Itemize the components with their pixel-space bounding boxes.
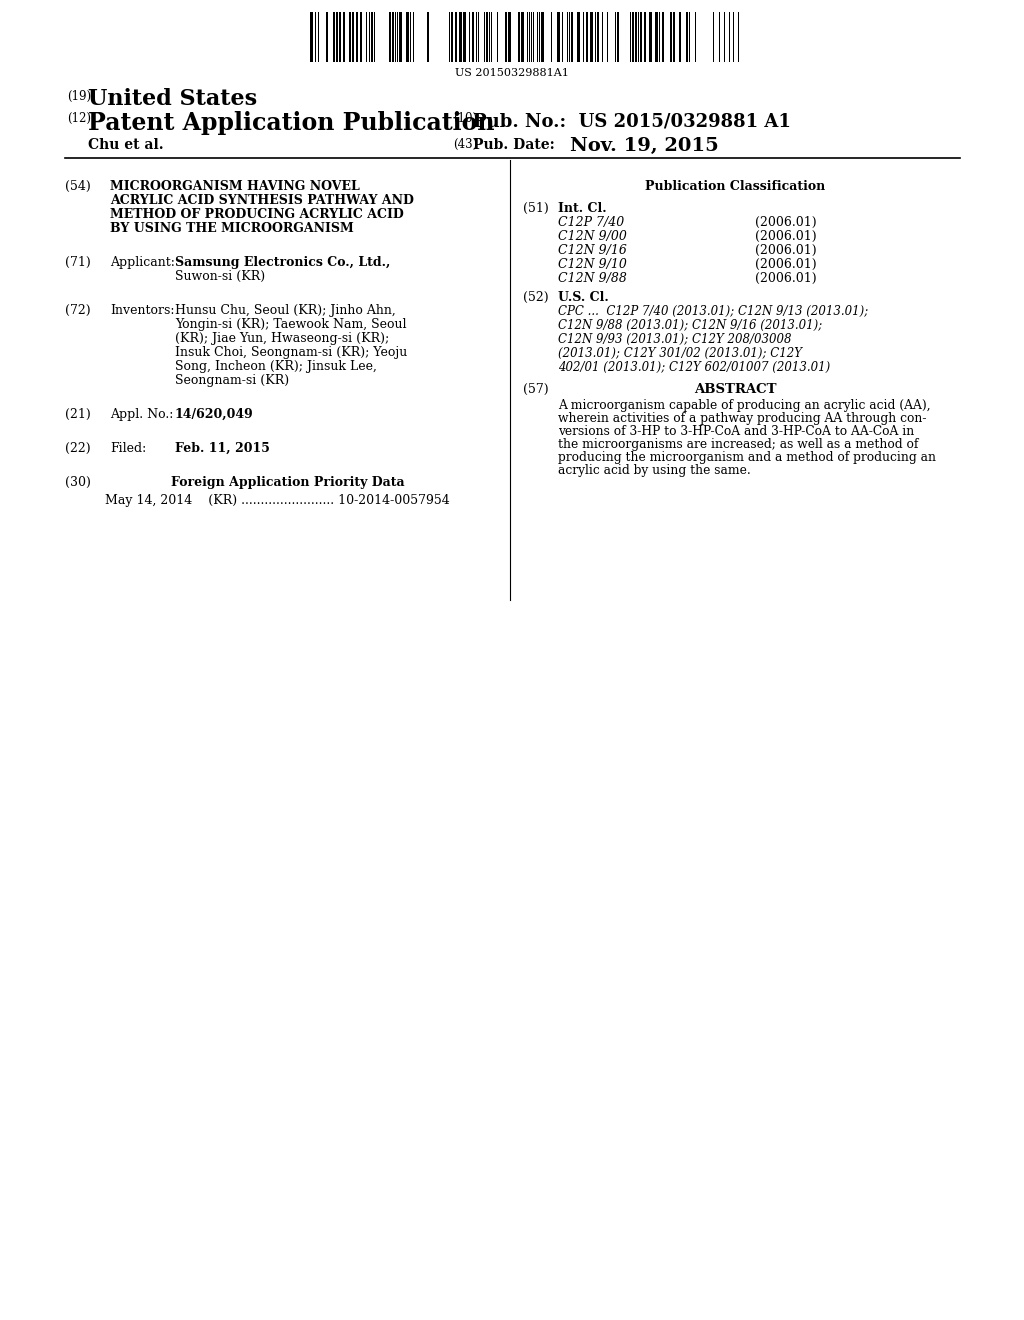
Text: BY USING THE MICROORGANISM: BY USING THE MICROORGANISM (110, 222, 353, 235)
Text: versions of 3-HP to 3-HP-CoA and 3-HP-CoA to AA-CoA in: versions of 3-HP to 3-HP-CoA and 3-HP-Co… (558, 425, 914, 438)
Text: Feb. 11, 2015: Feb. 11, 2015 (175, 442, 270, 455)
Text: (2006.01): (2006.01) (755, 257, 816, 271)
Text: (22): (22) (65, 442, 91, 455)
Text: 402/01 (2013.01); C12Y 602/01007 (2013.01): 402/01 (2013.01); C12Y 602/01007 (2013.0… (558, 360, 830, 374)
Text: Hunsu Chu, Seoul (KR); Jinho Ahn,: Hunsu Chu, Seoul (KR); Jinho Ahn, (175, 304, 395, 317)
Text: (2006.01): (2006.01) (755, 216, 816, 228)
Text: Foreign Application Priority Data: Foreign Application Priority Data (171, 477, 404, 488)
Text: (57): (57) (523, 383, 549, 396)
Text: Insuk Choi, Seongnam-si (KR); Yeoju: Insuk Choi, Seongnam-si (KR); Yeoju (175, 346, 408, 359)
Text: May 14, 2014    (KR) ........................ 10-2014-0057954: May 14, 2014 (KR) ......................… (105, 494, 450, 507)
Text: (2006.01): (2006.01) (755, 244, 816, 257)
Text: MICROORGANISM HAVING NOVEL: MICROORGANISM HAVING NOVEL (110, 180, 359, 193)
Text: United States: United States (88, 88, 257, 110)
Text: producing the microorganism and a method of producing an: producing the microorganism and a method… (558, 451, 936, 465)
Text: Nov. 19, 2015: Nov. 19, 2015 (570, 137, 719, 154)
Text: METHOD OF PRODUCING ACRYLIC ACID: METHOD OF PRODUCING ACRYLIC ACID (110, 209, 403, 220)
Text: (30): (30) (65, 477, 91, 488)
Text: (19): (19) (67, 90, 91, 103)
Text: (KR); Jiae Yun, Hwaseong-si (KR);: (KR); Jiae Yun, Hwaseong-si (KR); (175, 333, 389, 345)
Text: C12N 9/93 (2013.01); C12Y 208/03008: C12N 9/93 (2013.01); C12Y 208/03008 (558, 333, 792, 346)
Text: Applicant:: Applicant: (110, 256, 175, 269)
Text: Int. Cl.: Int. Cl. (558, 202, 606, 215)
Text: Patent Application Publication: Patent Application Publication (88, 111, 495, 135)
Text: (51): (51) (523, 202, 549, 215)
Text: Chu et al.: Chu et al. (88, 139, 164, 152)
Text: ABSTRACT: ABSTRACT (693, 383, 776, 396)
Text: (71): (71) (65, 256, 91, 269)
Text: ACRYLIC ACID SYNTHESIS PATHWAY AND: ACRYLIC ACID SYNTHESIS PATHWAY AND (110, 194, 414, 207)
Text: Suwon-si (KR): Suwon-si (KR) (175, 271, 265, 282)
Text: U.S. Cl.: U.S. Cl. (558, 290, 608, 304)
Text: C12N 9/88: C12N 9/88 (558, 272, 627, 285)
Text: 14/620,049: 14/620,049 (175, 408, 254, 421)
Text: Seongnam-si (KR): Seongnam-si (KR) (175, 374, 289, 387)
Text: C12N 9/16: C12N 9/16 (558, 244, 627, 257)
Text: US 20150329881A1: US 20150329881A1 (455, 69, 569, 78)
Text: A microorganism capable of producing an acrylic acid (AA),: A microorganism capable of producing an … (558, 399, 931, 412)
Text: acrylic acid by using the same.: acrylic acid by using the same. (558, 465, 751, 477)
Text: (72): (72) (65, 304, 91, 317)
Text: Publication Classification: Publication Classification (645, 180, 825, 193)
Text: (21): (21) (65, 408, 91, 421)
Text: (52): (52) (523, 290, 549, 304)
Text: C12N 9/10: C12N 9/10 (558, 257, 627, 271)
Text: C12N 9/88 (2013.01); C12N 9/16 (2013.01);: C12N 9/88 (2013.01); C12N 9/16 (2013.01)… (558, 319, 822, 333)
Text: C12P 7/40: C12P 7/40 (558, 216, 625, 228)
Text: (10): (10) (453, 112, 477, 125)
Text: CPC ...  C12P 7/40 (2013.01); C12N 9/13 (2013.01);: CPC ... C12P 7/40 (2013.01); C12N 9/13 (… (558, 305, 868, 318)
Text: Song, Incheon (KR); Jinsuk Lee,: Song, Incheon (KR); Jinsuk Lee, (175, 360, 377, 374)
Text: Inventors:: Inventors: (110, 304, 174, 317)
Text: (2006.01): (2006.01) (755, 230, 816, 243)
Text: C12N 9/00: C12N 9/00 (558, 230, 627, 243)
Text: wherein activities of a pathway producing AA through con-: wherein activities of a pathway producin… (558, 412, 927, 425)
Text: Yongin-si (KR); Taewook Nam, Seoul: Yongin-si (KR); Taewook Nam, Seoul (175, 318, 407, 331)
Text: (54): (54) (65, 180, 91, 193)
Text: Pub. Date:: Pub. Date: (473, 139, 555, 152)
Text: Pub. No.:  US 2015/0329881 A1: Pub. No.: US 2015/0329881 A1 (473, 112, 791, 129)
Text: (12): (12) (67, 112, 91, 125)
Text: (2006.01): (2006.01) (755, 272, 816, 285)
Text: Filed:: Filed: (110, 442, 146, 455)
Text: the microorganisms are increased; as well as a method of: the microorganisms are increased; as wel… (558, 438, 919, 451)
Text: (43): (43) (453, 139, 477, 150)
Text: (2013.01); C12Y 301/02 (2013.01); C12Y: (2013.01); C12Y 301/02 (2013.01); C12Y (558, 347, 802, 360)
Text: Samsung Electronics Co., Ltd.,: Samsung Electronics Co., Ltd., (175, 256, 390, 269)
Text: Appl. No.:: Appl. No.: (110, 408, 173, 421)
